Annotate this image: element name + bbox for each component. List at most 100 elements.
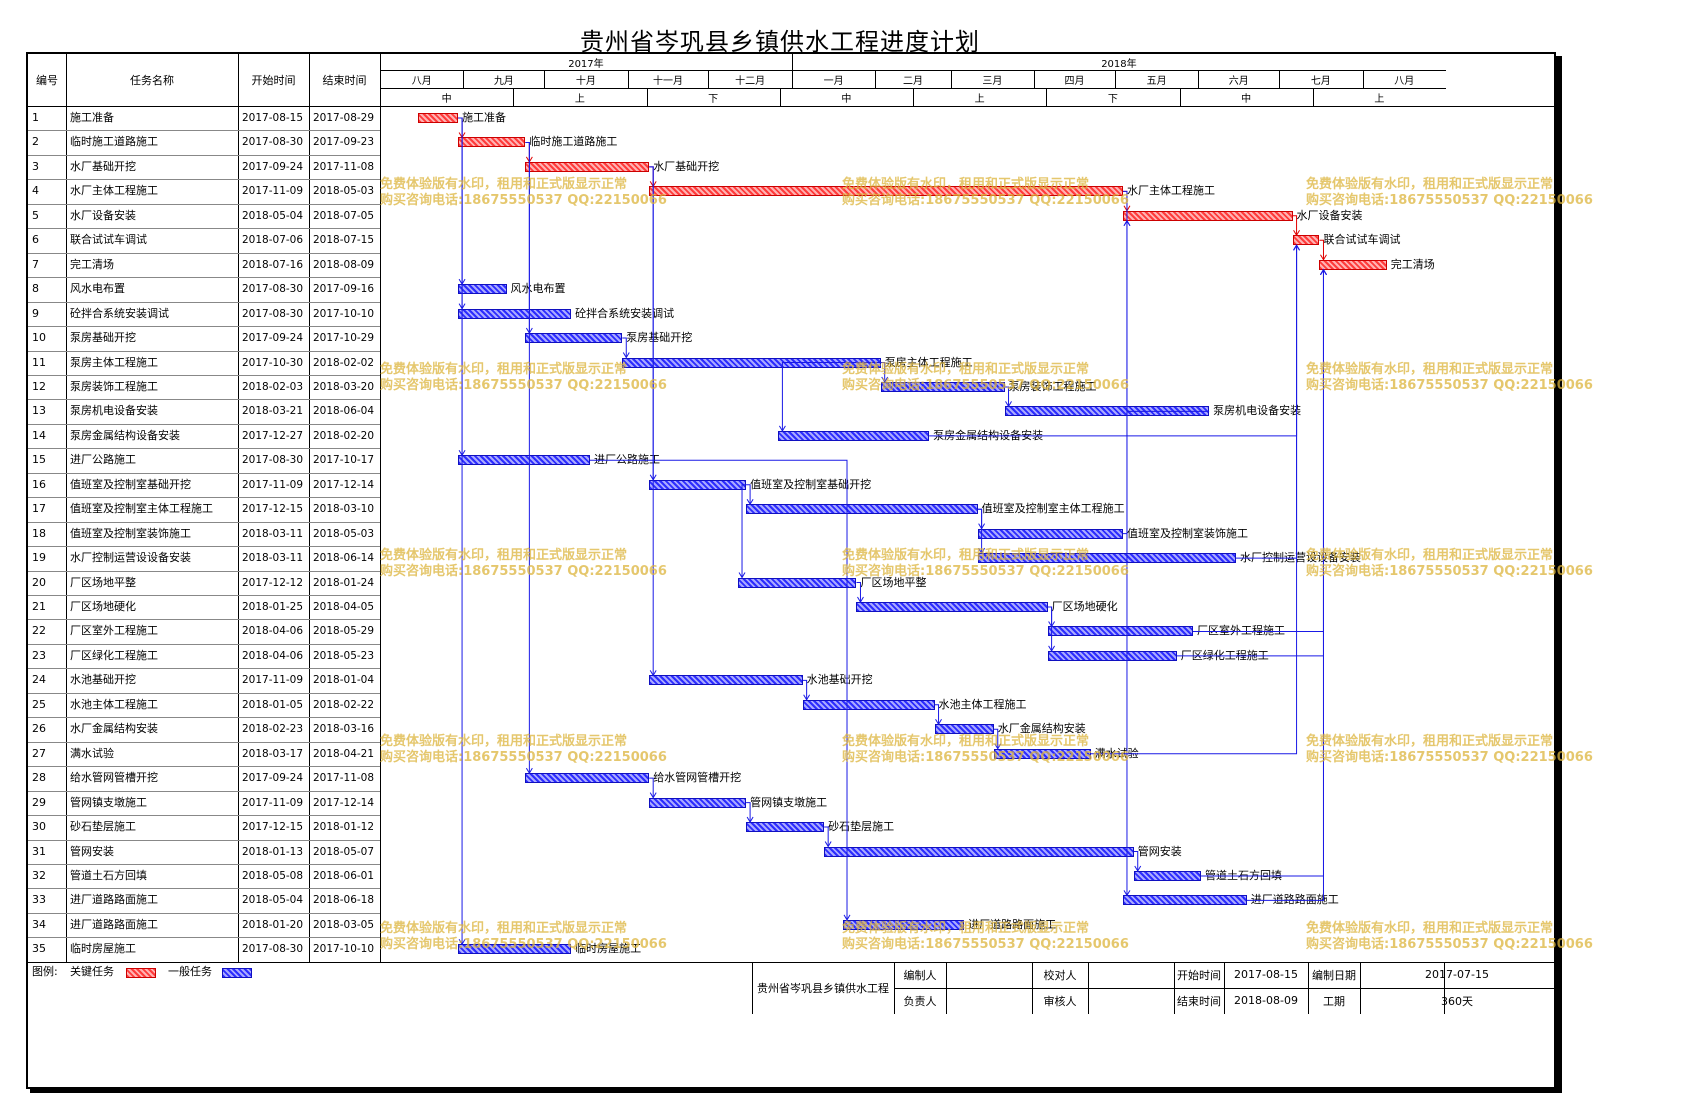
dependency-link <box>856 582 861 602</box>
row-divider <box>28 692 380 694</box>
normal-task-bar[interactable] <box>993 748 1091 759</box>
task-id: 5 <box>32 208 39 222</box>
critical-task-bar[interactable] <box>525 161 650 172</box>
normal-task-bar[interactable] <box>458 284 507 295</box>
period-header: 中 <box>1241 93 1252 105</box>
task-id: 23 <box>32 648 46 662</box>
task-bar-label: 管网安装 <box>1137 844 1182 858</box>
normal-task-bar[interactable] <box>880 381 1005 392</box>
dependency-arrow <box>881 376 889 383</box>
dependency-arrow <box>843 914 851 921</box>
normal-task-bar[interactable] <box>458 944 572 955</box>
footer-start-value: 2017-08-15 <box>1234 968 1298 982</box>
period-divider <box>646 88 648 106</box>
normal-task-bar[interactable] <box>458 455 590 466</box>
task-start: 2017-08-15 <box>242 112 304 124</box>
month-header: 七月 <box>1310 75 1331 87</box>
task-end: 2017-08-29 <box>313 112 375 124</box>
footer-divider <box>894 987 1554 989</box>
normal-task-bar[interactable] <box>856 602 1048 612</box>
footer-divider <box>752 961 753 1014</box>
dependency-link <box>977 508 983 554</box>
critical-task-bar[interactable] <box>1292 235 1320 246</box>
task-start: 2018-02-23 <box>242 723 304 736</box>
task-id: 9 <box>32 306 39 320</box>
task-name: 厂区绿化工程施工 <box>70 648 158 662</box>
row-divider <box>28 790 380 792</box>
footer-project-name: 贵州省岑巩县乡镇供水工程 <box>757 981 889 995</box>
footer-responsible-label: 负责人 <box>903 994 937 1008</box>
task-id: 1 <box>32 111 39 124</box>
task-start: 2017-08-30 <box>242 136 304 149</box>
task-end: 2018-05-07 <box>313 845 375 858</box>
dependency-arrow <box>1048 645 1056 652</box>
dependency-arrow <box>1134 865 1142 872</box>
task-end: 2018-03-16 <box>313 723 375 736</box>
critical-task-bar[interactable] <box>458 137 526 148</box>
normal-task-bar[interactable] <box>746 822 825 833</box>
task-id: 10 <box>32 331 46 345</box>
task-end: 2018-04-05 <box>313 601 375 613</box>
watermark-text: 免费体验版有水印，租用和正式版显示正常 <box>380 177 628 192</box>
task-name: 给水管网管槽开挖 <box>70 771 158 785</box>
row-divider <box>28 912 380 914</box>
normal-task-bar[interactable] <box>1047 626 1193 637</box>
month-header: 六月 <box>1228 75 1249 87</box>
task-id: 32 <box>32 868 46 882</box>
year-header: 2018年 <box>1101 58 1137 70</box>
normal-task-bar[interactable] <box>649 797 747 808</box>
period-header: 下 <box>1107 93 1118 105</box>
normal-task-bar[interactable] <box>458 308 572 319</box>
task-id: 31 <box>32 844 46 858</box>
task-end: 2017-10-17 <box>313 454 375 467</box>
task-bar-label: 管网镇支墩施工 <box>750 795 828 809</box>
normal-task-bar[interactable] <box>1133 870 1202 881</box>
task-id: 6 <box>32 233 39 247</box>
task-start: 2018-07-16 <box>242 258 304 271</box>
task-end: 2018-07-05 <box>313 209 375 222</box>
period-header: 上 <box>974 93 985 105</box>
period-header: 上 <box>1374 93 1385 105</box>
watermark-text: 免费体验版有水印，租用和正式版显示正常 <box>842 921 1090 936</box>
critical-task-bar[interactable] <box>649 186 1123 197</box>
month-header: 十二月 <box>735 75 766 87</box>
normal-task-bar[interactable] <box>649 675 803 686</box>
task-bar-label: 进厂道路路面施工 <box>1250 893 1339 907</box>
normal-task-bar[interactable] <box>977 528 1123 539</box>
normal-task-bar[interactable] <box>525 773 650 784</box>
task-bar-label: 泵房装饰工程施工 <box>1008 379 1097 393</box>
task-end: 2018-03-20 <box>313 380 375 393</box>
period-divider <box>1179 88 1181 106</box>
dependency-arrow <box>824 841 832 848</box>
normal-task-bar[interactable] <box>1047 650 1177 661</box>
task-start: 2017-11-09 <box>242 674 304 687</box>
normal-task-bar[interactable] <box>934 724 994 735</box>
normal-task-bar[interactable] <box>802 699 935 710</box>
normal-task-bar[interactable] <box>746 504 978 515</box>
critical-task-bar[interactable] <box>417 113 459 123</box>
row-divider <box>28 937 380 939</box>
task-end: 2018-01-12 <box>313 821 375 834</box>
task-name: 泵房机电设备安装 <box>70 404 158 418</box>
task-bar-label: 进厂公路施工 <box>593 453 660 467</box>
task-start: 2018-05-08 <box>242 869 304 882</box>
normal-task-bar[interactable] <box>977 553 1237 564</box>
normal-task-bar[interactable] <box>738 577 857 588</box>
dependency-link <box>1122 190 1128 896</box>
dependency-link <box>649 166 654 480</box>
task-start: 2017-12-12 <box>242 576 304 589</box>
legend-normal-swatch <box>222 967 252 978</box>
month-divider <box>791 70 793 88</box>
normal-task-bar[interactable] <box>1122 895 1247 906</box>
normal-task-bar[interactable] <box>778 430 930 441</box>
task-start: 2018-01-13 <box>242 845 304 858</box>
normal-task-bar[interactable] <box>843 919 965 930</box>
dependency-link <box>746 802 751 823</box>
critical-task-bar[interactable] <box>1319 259 1387 270</box>
normal-task-bar[interactable] <box>525 333 623 344</box>
month-divider <box>463 70 465 88</box>
watermark-text: 购买咨询电话:18675550537 QQ:22150066 <box>842 750 1129 765</box>
row-divider <box>28 448 380 450</box>
normal-task-bar[interactable] <box>824 846 1134 857</box>
critical-task-bar[interactable] <box>1122 210 1293 221</box>
